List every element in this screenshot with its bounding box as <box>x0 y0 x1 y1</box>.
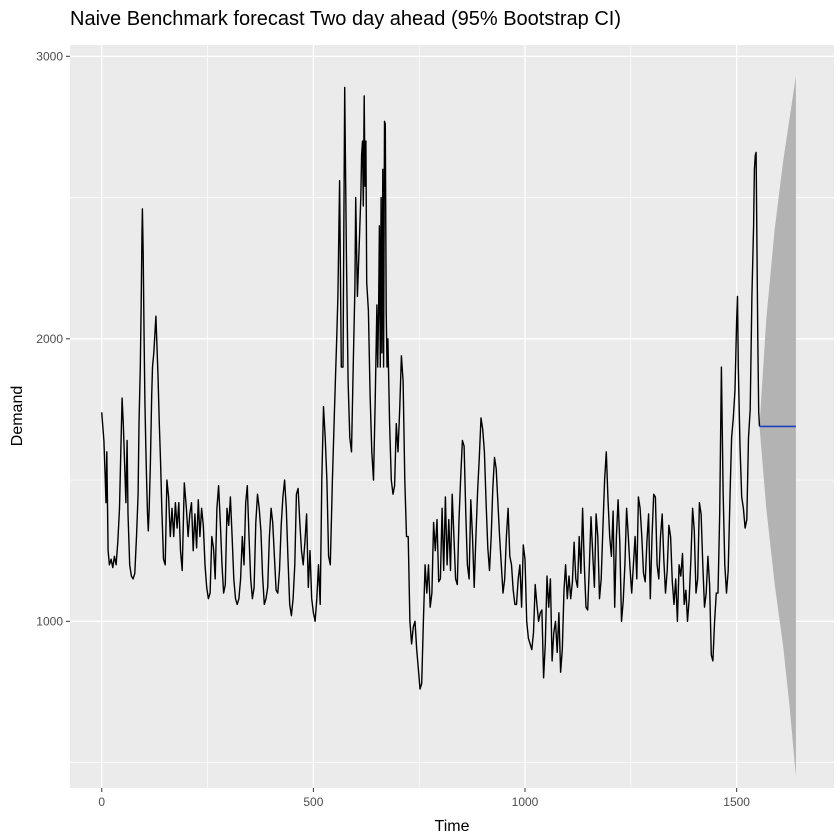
x-tick-label: 0 <box>98 795 105 809</box>
demand-series-line <box>101 86 761 690</box>
y-tick-label: 2000 <box>36 332 63 346</box>
plot-panel <box>70 45 834 788</box>
y-axis-title: Demand <box>9 386 26 446</box>
x-tick-label: 1000 <box>512 795 539 809</box>
grid-layer <box>70 45 834 788</box>
axis-ticks: 1000 2000 3000 0 500 1000 1500 <box>36 49 750 809</box>
y-tick-label: 3000 <box>36 49 63 63</box>
x-tick-label: 500 <box>303 795 323 809</box>
chart-title: Naive Benchmark forecast Two day ahead (… <box>70 8 621 30</box>
x-axis-title: Time <box>435 818 470 835</box>
series-layer <box>101 86 761 690</box>
y-tick-label: 1000 <box>36 614 63 628</box>
x-tick-label: 1500 <box>723 795 750 809</box>
